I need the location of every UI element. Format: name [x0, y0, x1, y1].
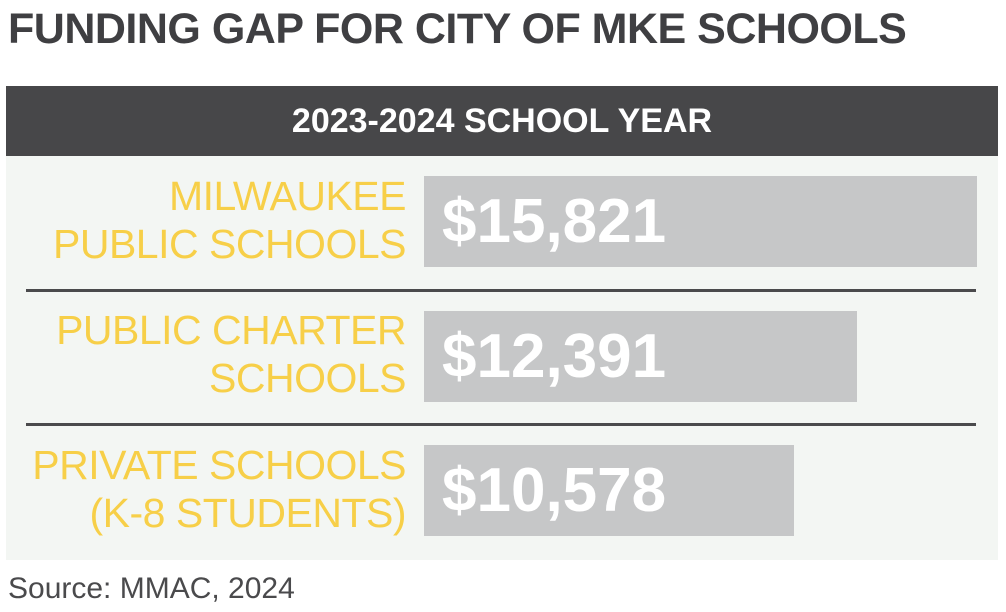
school-year-header: 2023-2024 SCHOOL YEAR: [6, 86, 998, 156]
category-label: MILWAUKEE PUBLIC SCHOOLS: [53, 173, 407, 267]
row-divider: [26, 289, 976, 292]
source-note: Source: MMAC, 2024: [8, 572, 295, 605]
chart-title: FUNDING GAP FOR CITY OF MKE SCHOOLS: [8, 5, 907, 53]
category-label: PUBLIC CHARTER SCHOOLS: [56, 307, 406, 401]
bar: [424, 445, 794, 536]
category-label: PRIVATE SCHOOLS (K-8 STUDENTS): [32, 442, 406, 536]
chart-panel: 2023-2024 SCHOOL YEAR MILWAUKEE PUBLIC S…: [6, 86, 998, 560]
bar: [424, 311, 857, 402]
bar: [424, 176, 977, 267]
row-divider: [26, 423, 976, 426]
bar-value-label: $15,821: [442, 187, 667, 256]
bar-value-label: $12,391: [442, 322, 667, 391]
bar-value-label: $10,578: [442, 456, 667, 525]
